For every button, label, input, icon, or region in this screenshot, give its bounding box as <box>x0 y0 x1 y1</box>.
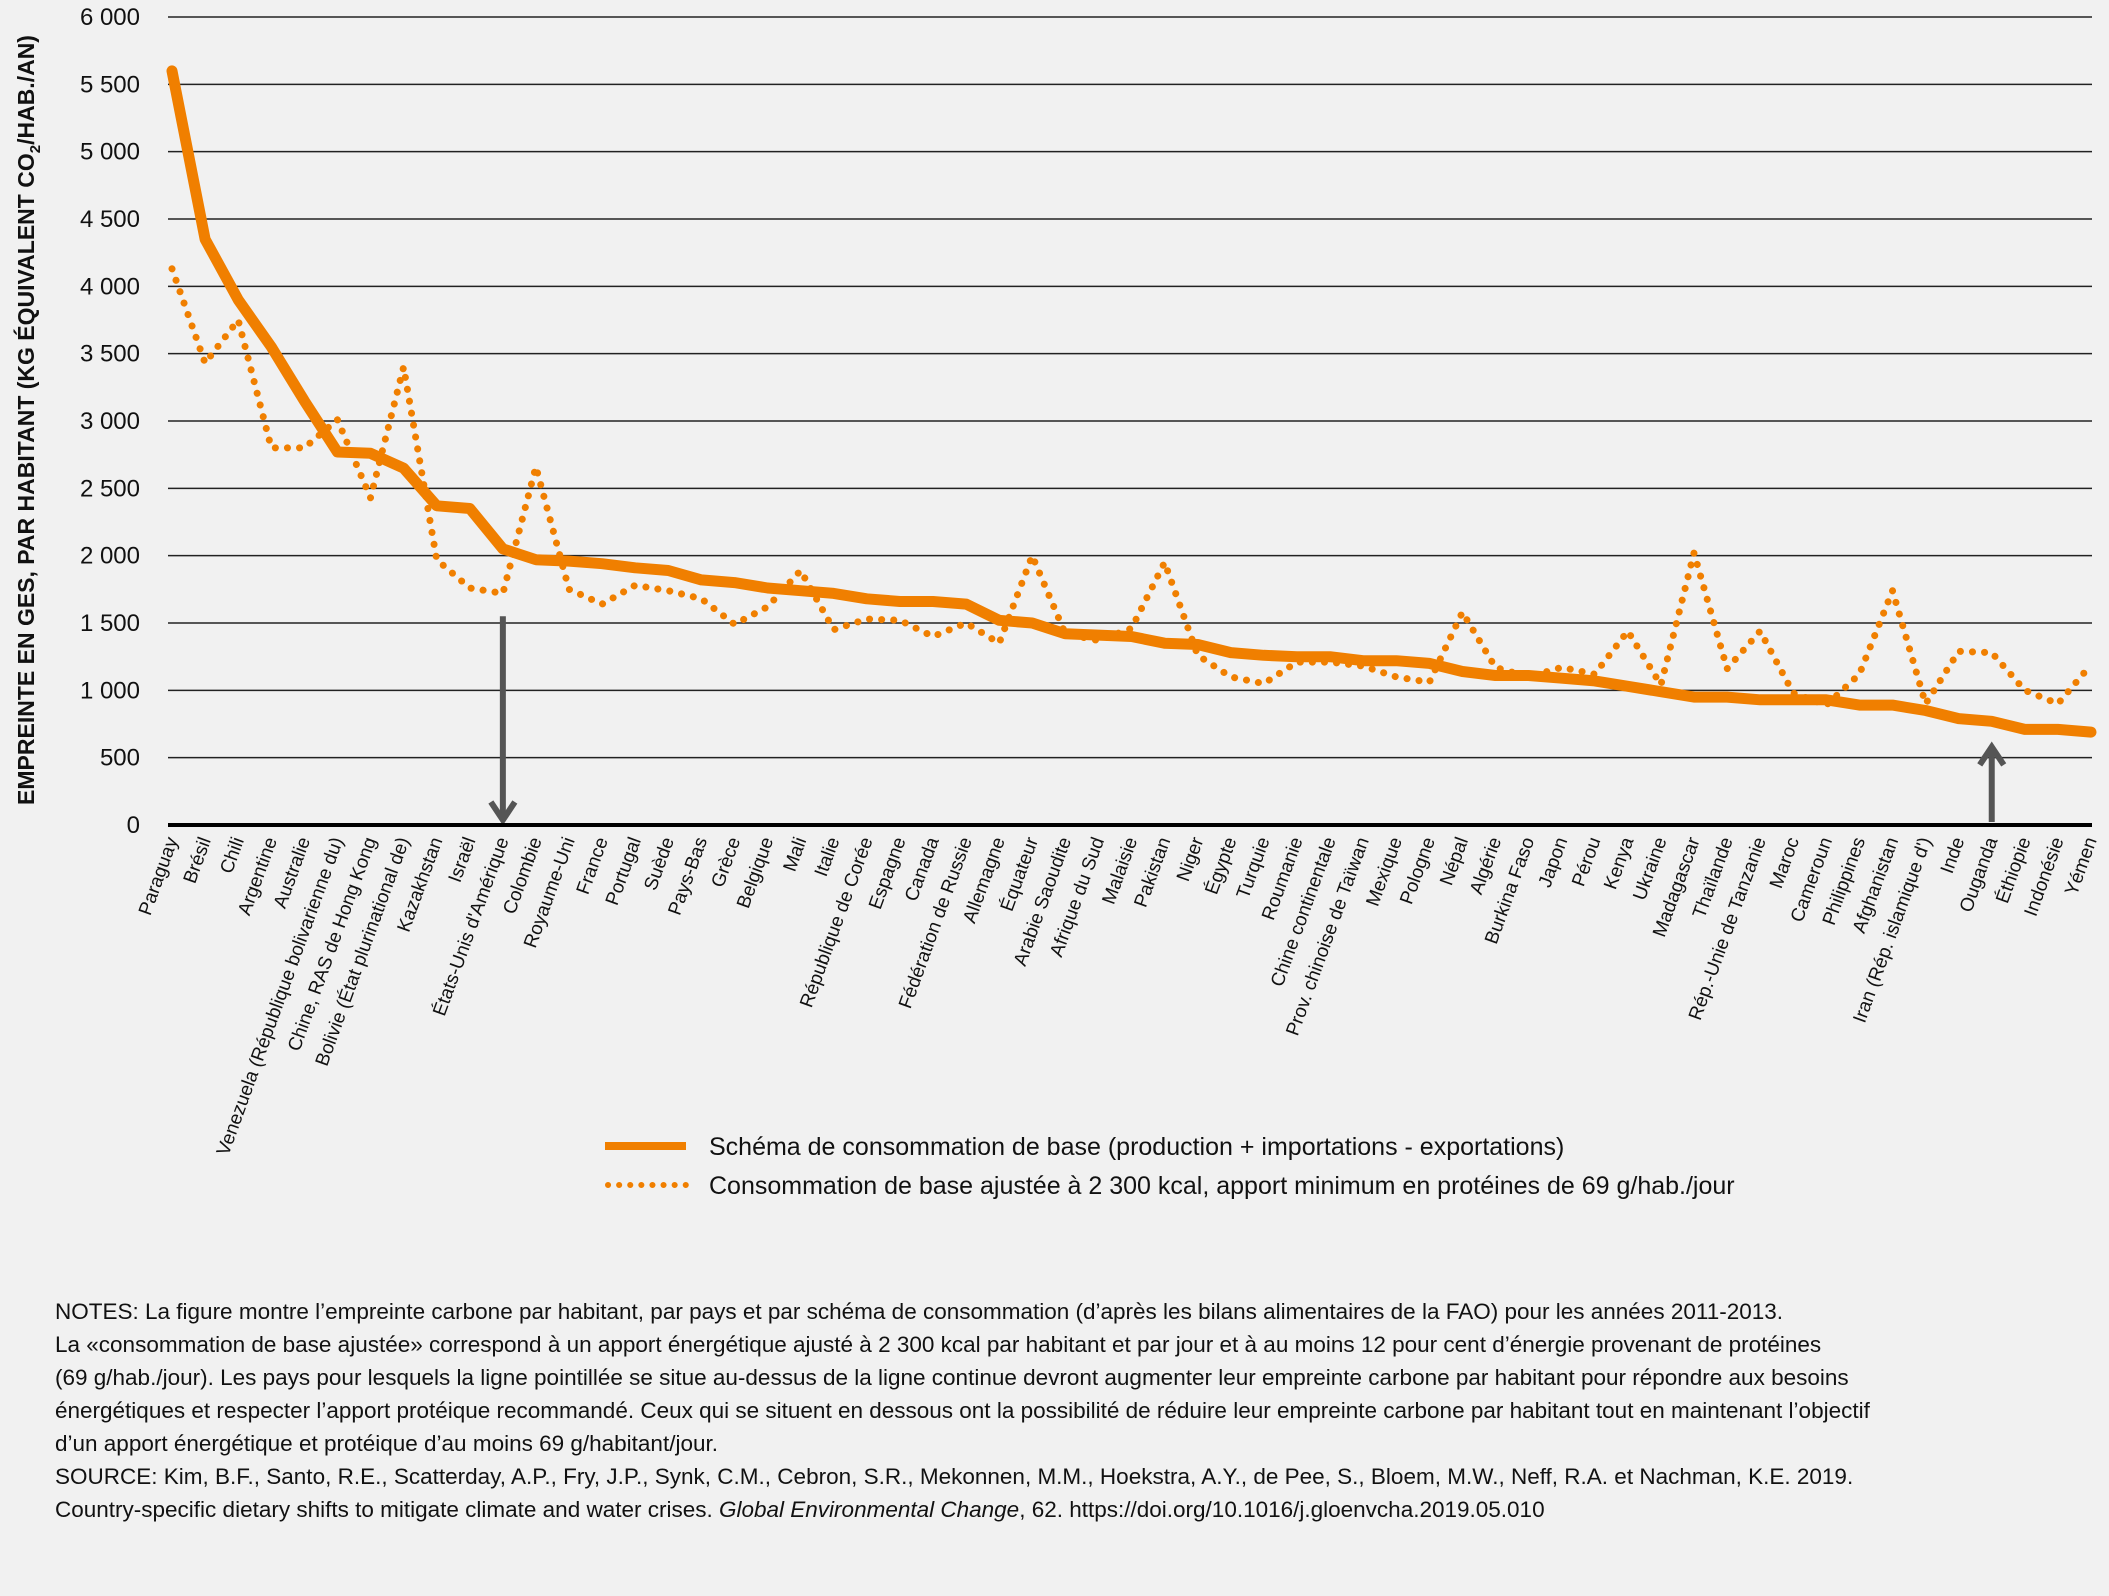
y-tick-label: 500 <box>100 745 140 772</box>
notes-line: NOTES: La figure montre l’empreinte carb… <box>55 1299 1784 1324</box>
y-tick-label: 4 000 <box>80 273 140 300</box>
x-tick-label: Niger <box>1173 834 1208 884</box>
legend: Schéma de consommation de base (producti… <box>605 1133 1735 1200</box>
y-tick-label: 0 <box>127 812 140 839</box>
x-tick-label: Brésil <box>180 835 216 887</box>
y-tick-label: 5 000 <box>80 139 140 166</box>
series-line-dotted <box>168 265 2095 709</box>
y-axis-ticks: 0 500 1 000 1 500 2 000 2 500 3 000 3 500 4 000 4… <box>80 4 140 839</box>
x-tick-label: Chili <box>216 835 248 877</box>
source-line-2: Country-specific dietary shifts to mitig… <box>55 1497 1545 1522</box>
arrow-up-icon <box>1977 741 2007 767</box>
y-tick-label: 6 000 <box>80 4 140 31</box>
y-tick-label: 1 000 <box>80 677 140 704</box>
x-tick-label: Israël <box>445 835 481 886</box>
y-tick-label: 3 000 <box>80 408 140 435</box>
x-tick-label: Pérou <box>1568 835 1605 890</box>
x-tick-label: Népal <box>1436 835 1473 889</box>
notes-line: d’un apport énergétique et protéique d’a… <box>55 1431 718 1456</box>
y-axis-label: EMPREINTE EN GES, PAR HABITANT (KG ÉQUIV… <box>12 35 44 805</box>
x-tick-label: Japon <box>1535 835 1572 891</box>
notes-line: (69 g/hab./jour). Les pays pour lesquels… <box>55 1365 1849 1390</box>
gridlines <box>168 16 2092 759</box>
x-tick-label: Inde <box>1937 835 1969 877</box>
legend-label-dotted: Consommation de base ajustée à 2 300 kca… <box>709 1172 1735 1200</box>
annotation-arrows <box>488 616 2007 826</box>
source-line: SOURCE: Kim, B.F., Santo, R.E., Scatterd… <box>55 1464 1854 1489</box>
arrow-down-icon <box>488 800 518 826</box>
y-tick-label: 2 000 <box>80 543 140 570</box>
y-tick-label: 3 500 <box>80 341 140 368</box>
line-chart: 0 500 1 000 1 500 2 000 2 500 3 000 3 500 4 000 4… <box>12 4 2102 1200</box>
y-tick-label: 4 500 <box>80 206 140 233</box>
x-tick-label: Grèce <box>708 835 745 891</box>
x-tick-label: Kenya <box>1600 834 1638 892</box>
notes-line: énergétiques et respecter l’apport proté… <box>55 1398 1870 1423</box>
series-line-solid <box>166 65 2097 738</box>
notes-line: La «consommation de base ajustée» corres… <box>55 1332 1822 1357</box>
notes-block: NOTES: La figure montre l’empreinte carb… <box>55 1295 1870 1526</box>
x-tick-label: Mali <box>780 835 812 875</box>
x-tick-label: Italie <box>811 835 844 880</box>
y-tick-label: 5 500 <box>80 71 140 98</box>
y-tick-label: 1 500 <box>80 610 140 637</box>
series-group <box>166 65 2097 738</box>
y-tick-label: 2 500 <box>80 475 140 502</box>
x-tick-label: Paraguay <box>135 834 183 918</box>
legend-label-solid: Schéma de consommation de base (producti… <box>709 1133 1564 1161</box>
x-tick-label: Maroc <box>1766 835 1804 892</box>
